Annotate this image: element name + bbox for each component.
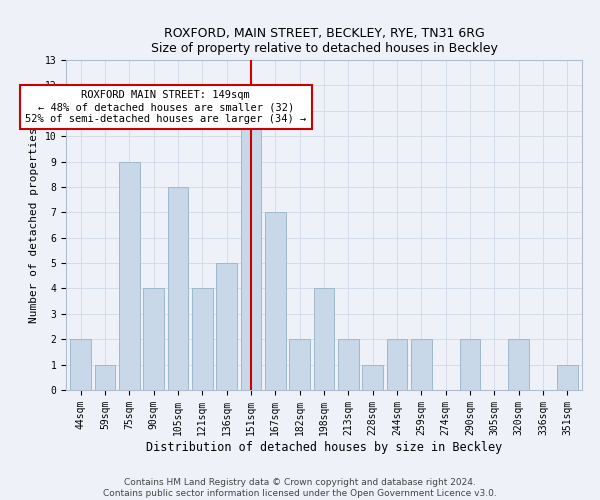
Bar xyxy=(338,339,359,390)
Bar xyxy=(508,339,529,390)
Bar xyxy=(386,339,407,390)
Bar xyxy=(557,364,578,390)
Bar xyxy=(265,212,286,390)
Bar xyxy=(241,111,262,390)
Bar xyxy=(460,339,481,390)
Y-axis label: Number of detached properties: Number of detached properties xyxy=(29,127,39,323)
Text: Contains HM Land Registry data © Crown copyright and database right 2024.
Contai: Contains HM Land Registry data © Crown c… xyxy=(103,478,497,498)
Bar xyxy=(143,288,164,390)
Bar xyxy=(119,162,140,390)
Bar xyxy=(216,263,237,390)
Bar xyxy=(167,187,188,390)
Text: ROXFORD MAIN STREET: 149sqm
← 48% of detached houses are smaller (32)
52% of sem: ROXFORD MAIN STREET: 149sqm ← 48% of det… xyxy=(25,90,307,124)
Bar xyxy=(192,288,212,390)
Bar xyxy=(95,364,115,390)
Bar xyxy=(362,364,383,390)
Bar xyxy=(70,339,91,390)
Bar xyxy=(289,339,310,390)
Bar xyxy=(411,339,432,390)
Bar xyxy=(314,288,334,390)
Title: ROXFORD, MAIN STREET, BECKLEY, RYE, TN31 6RG
Size of property relative to detach: ROXFORD, MAIN STREET, BECKLEY, RYE, TN31… xyxy=(151,26,497,54)
X-axis label: Distribution of detached houses by size in Beckley: Distribution of detached houses by size … xyxy=(146,440,502,454)
